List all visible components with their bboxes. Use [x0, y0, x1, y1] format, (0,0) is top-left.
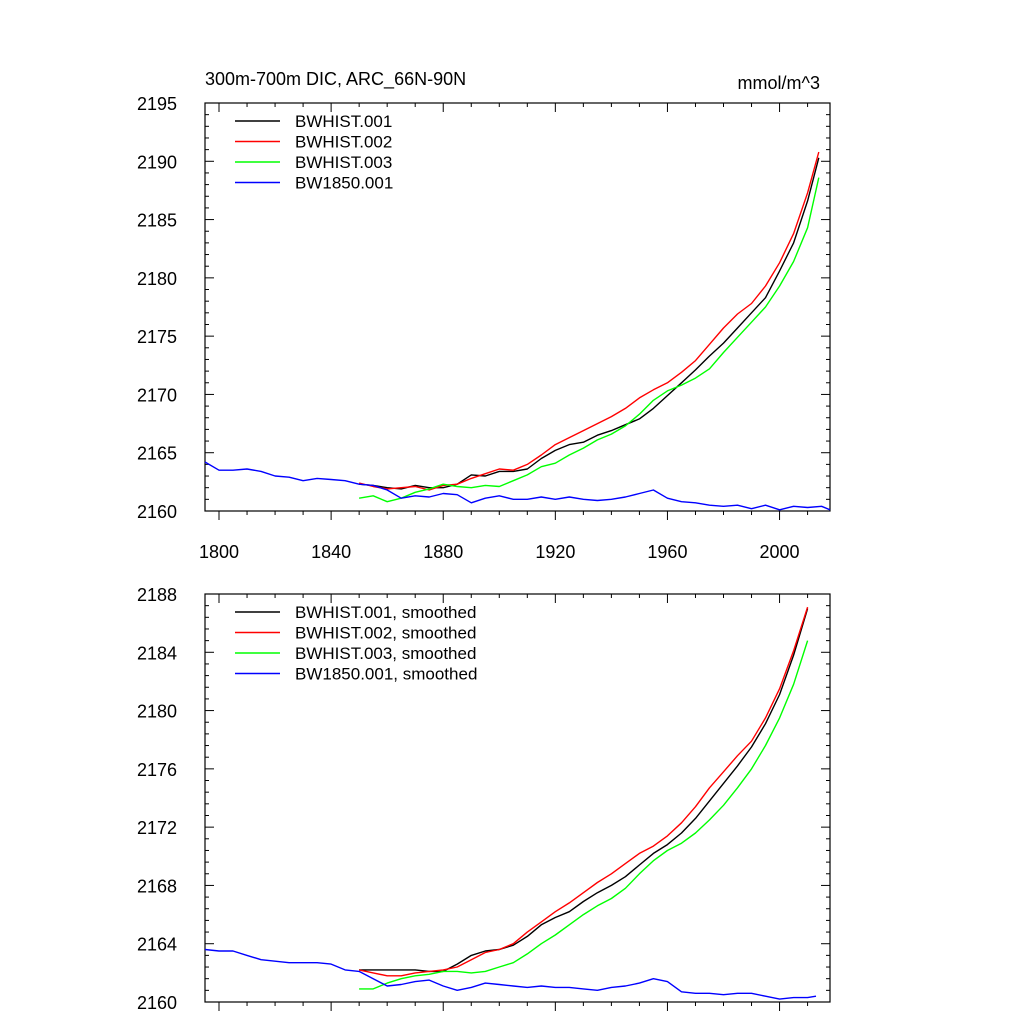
y-tick-label: 2188 — [137, 585, 177, 605]
legend-label: BW1850.001 — [295, 174, 393, 193]
legend-label: BW1850.001, smoothed — [295, 665, 477, 684]
y-tick-label: 2180 — [137, 702, 177, 722]
y-tick-label: 2160 — [137, 993, 177, 1013]
legend-label: BWHIST.002 — [295, 133, 392, 152]
legend-label: BWHIST.003, smoothed — [295, 644, 476, 663]
x-tick-label: 1920 — [535, 542, 575, 562]
plot-frame — [204, 102, 831, 512]
y-tick-label: 2180 — [137, 269, 177, 289]
series-line-1 — [359, 608, 809, 973]
y-tick-label: 2165 — [137, 444, 177, 464]
series-line-2 — [358, 606, 809, 977]
legend: BWHIST.001, smoothed BWHIST.002, smoothed… — [235, 603, 477, 684]
series-line-3 — [358, 177, 820, 503]
y-tick-label: 2175 — [137, 327, 177, 347]
y-tick-label: 2195 — [137, 94, 177, 114]
y-tick-label: 2184 — [137, 643, 177, 663]
plot-frame — [204, 593, 831, 1003]
legend-label: BWHIST.002, smoothed — [295, 624, 476, 643]
y-tick-label: 2168 — [137, 876, 177, 896]
x-tick-label: 1960 — [647, 542, 687, 562]
legend-label: BWHIST.001 — [295, 112, 392, 131]
series-line-4 — [204, 461, 831, 511]
y-tick-label: 2160 — [137, 502, 177, 522]
x-tick-label: 1880 — [423, 542, 463, 562]
x-tick-label: 1800 — [199, 542, 239, 562]
legend-label: BWHIST.001, smoothed — [295, 603, 476, 622]
units-label: mmol/m^3 — [738, 73, 820, 93]
chart-panel-1: 300m-700m DIC, ARC_66N-90N mmol/m^3 2160 21… — [137, 69, 831, 562]
series-line-4 — [204, 948, 817, 1000]
chart-panel-2: 2160 2164 2168 2172 2176 2180 2184 2188 BWHIST.0… — [137, 585, 831, 1013]
y-tick-label: 2172 — [137, 818, 177, 838]
y-tick-label: 2190 — [137, 152, 177, 172]
y-tick-label: 2176 — [137, 760, 177, 780]
x-tick-label: 2000 — [760, 542, 800, 562]
series-line-3 — [359, 640, 809, 990]
chart-title: 300m-700m DIC, ARC_66N-90N — [205, 69, 466, 90]
x-tick-label: 1840 — [311, 542, 351, 562]
y-tick-label: 2164 — [137, 935, 177, 955]
y-tick-label: 2170 — [137, 385, 177, 405]
y-tick-label: 2185 — [137, 211, 177, 231]
series-line-2 — [358, 151, 820, 491]
legend-label: BWHIST.003 — [295, 153, 392, 172]
